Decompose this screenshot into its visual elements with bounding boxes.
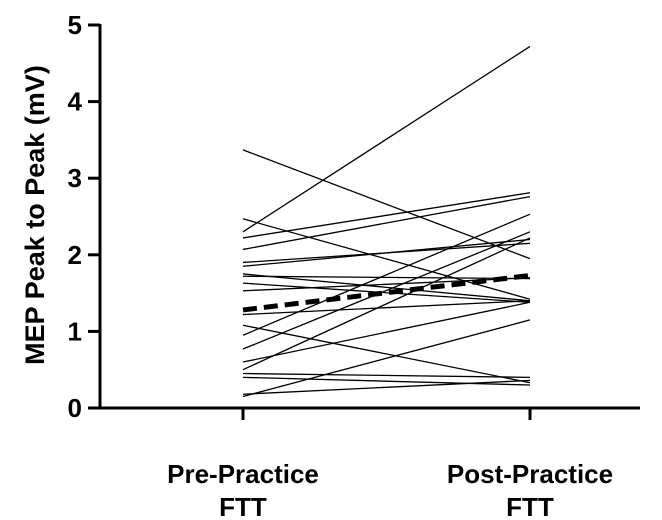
subject-line-1 <box>242 149 531 260</box>
subject-line-14 <box>242 213 531 336</box>
subject-line-17 <box>242 237 531 371</box>
subject-line-18 <box>242 372 531 379</box>
subject-line-8 <box>242 273 531 302</box>
mean-line <box>242 272 531 313</box>
subject-line-3 <box>242 45 531 233</box>
mean-line-layer <box>242 272 531 313</box>
x-tick-label-2: Post-Practice FTT <box>447 459 613 520</box>
subject-line-2 <box>242 218 531 300</box>
x-tick-label-1-line-1: Pre-Practice <box>167 459 319 489</box>
subject-line-16 <box>242 301 531 363</box>
individual-lines <box>242 45 531 398</box>
subject-line-9 <box>242 275 531 280</box>
x-tick-label-1: Pre-Practice FTT <box>167 459 319 520</box>
x-tick-label-2-line-2: FTT <box>506 492 554 520</box>
x-tick-label-2-line-1: Post-Practice <box>447 459 613 489</box>
y-tick-label-5: 5 <box>68 10 82 40</box>
subject-line-13 <box>242 324 531 384</box>
y-tick-label-2: 2 <box>68 240 82 270</box>
y-tick-label-4: 4 <box>68 87 83 117</box>
y-tick-label-0: 0 <box>68 393 82 423</box>
subject-line-11 <box>242 277 531 292</box>
subject-line-7 <box>242 238 531 267</box>
subject-line-4 <box>242 192 531 239</box>
y-tick-label-3: 3 <box>68 163 82 193</box>
subject-line-21 <box>242 319 531 398</box>
subject-line-15 <box>242 231 531 350</box>
subject-line-5 <box>242 195 531 251</box>
subject-line-12 <box>242 300 531 316</box>
labels: 0 1 2 3 4 5 Pre-Practice FTT Post-Practice FTT MEP… <box>20 10 613 520</box>
y-tick-label-1: 1 <box>68 316 82 346</box>
subject-line-20 <box>242 379 531 395</box>
subject-line-19 <box>242 376 531 386</box>
y-axis-label: MEP Peak to Peak (mV) <box>20 65 50 365</box>
x-tick-label-1-line-2: FTT <box>219 492 267 520</box>
subject-line-10 <box>242 282 531 303</box>
axes <box>88 23 640 420</box>
